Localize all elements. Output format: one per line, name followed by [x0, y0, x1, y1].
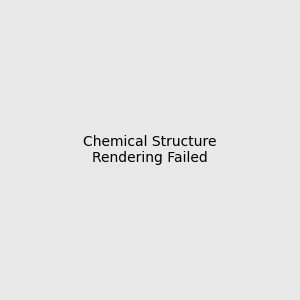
Text: Chemical Structure
Rendering Failed: Chemical Structure Rendering Failed — [83, 135, 217, 165]
